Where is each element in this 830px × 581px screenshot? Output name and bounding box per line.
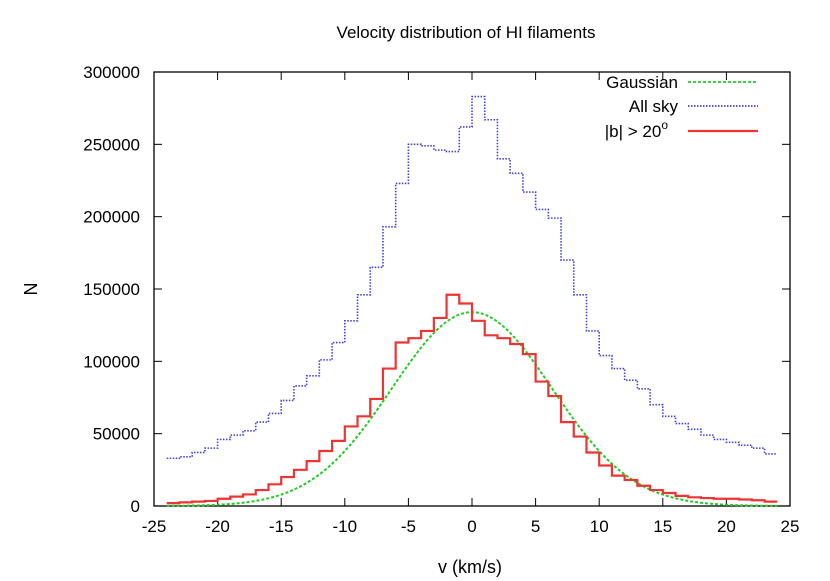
x-tick-label: -15 <box>269 517 294 536</box>
series-1-line <box>166 95 778 460</box>
y-tick-label: 250000 <box>83 135 140 154</box>
x-tick-label: 5 <box>531 517 540 536</box>
x-tick-label: 25 <box>781 517 800 536</box>
plot-frame <box>153 71 791 507</box>
axis-ticks: -25 -20 -15 -10 -5 0 5 10 15 20 25 0 50000 100000 1500… <box>83 63 799 536</box>
y-tick-label: 200000 <box>83 208 140 227</box>
y-tick-label: 50000 <box>93 425 140 444</box>
y-tick-label: 150000 <box>83 280 140 299</box>
legend: Gaussian All sky |b| > 20o <box>605 73 758 141</box>
y-axis-label: N <box>21 283 41 296</box>
legend-label-1: All sky <box>629 97 679 116</box>
x-tick-label: -10 <box>333 517 358 536</box>
x-tick-label: 0 <box>467 517 476 536</box>
x-tick-label: -5 <box>401 517 416 536</box>
x-tick-label: -20 <box>205 517 230 536</box>
series-2-line <box>166 293 778 505</box>
series-0-line <box>166 311 778 507</box>
x-tick-label: -25 <box>142 517 167 536</box>
y-tick-label: 0 <box>131 497 140 516</box>
x-tick-label: 20 <box>717 517 736 536</box>
y-tick-label: 300000 <box>83 63 140 82</box>
x-tick-label: 10 <box>590 517 609 536</box>
x-tick-label: 15 <box>653 517 672 536</box>
chart-title: Velocity distribution of HI filaments <box>337 23 596 42</box>
y-tick-label: 100000 <box>83 352 140 371</box>
legend-label-0: Gaussian <box>606 73 678 92</box>
legend-label-2: |b| > 20o <box>605 118 669 141</box>
x-axis-label: v (km/s) <box>438 557 502 577</box>
series-group <box>166 95 778 507</box>
